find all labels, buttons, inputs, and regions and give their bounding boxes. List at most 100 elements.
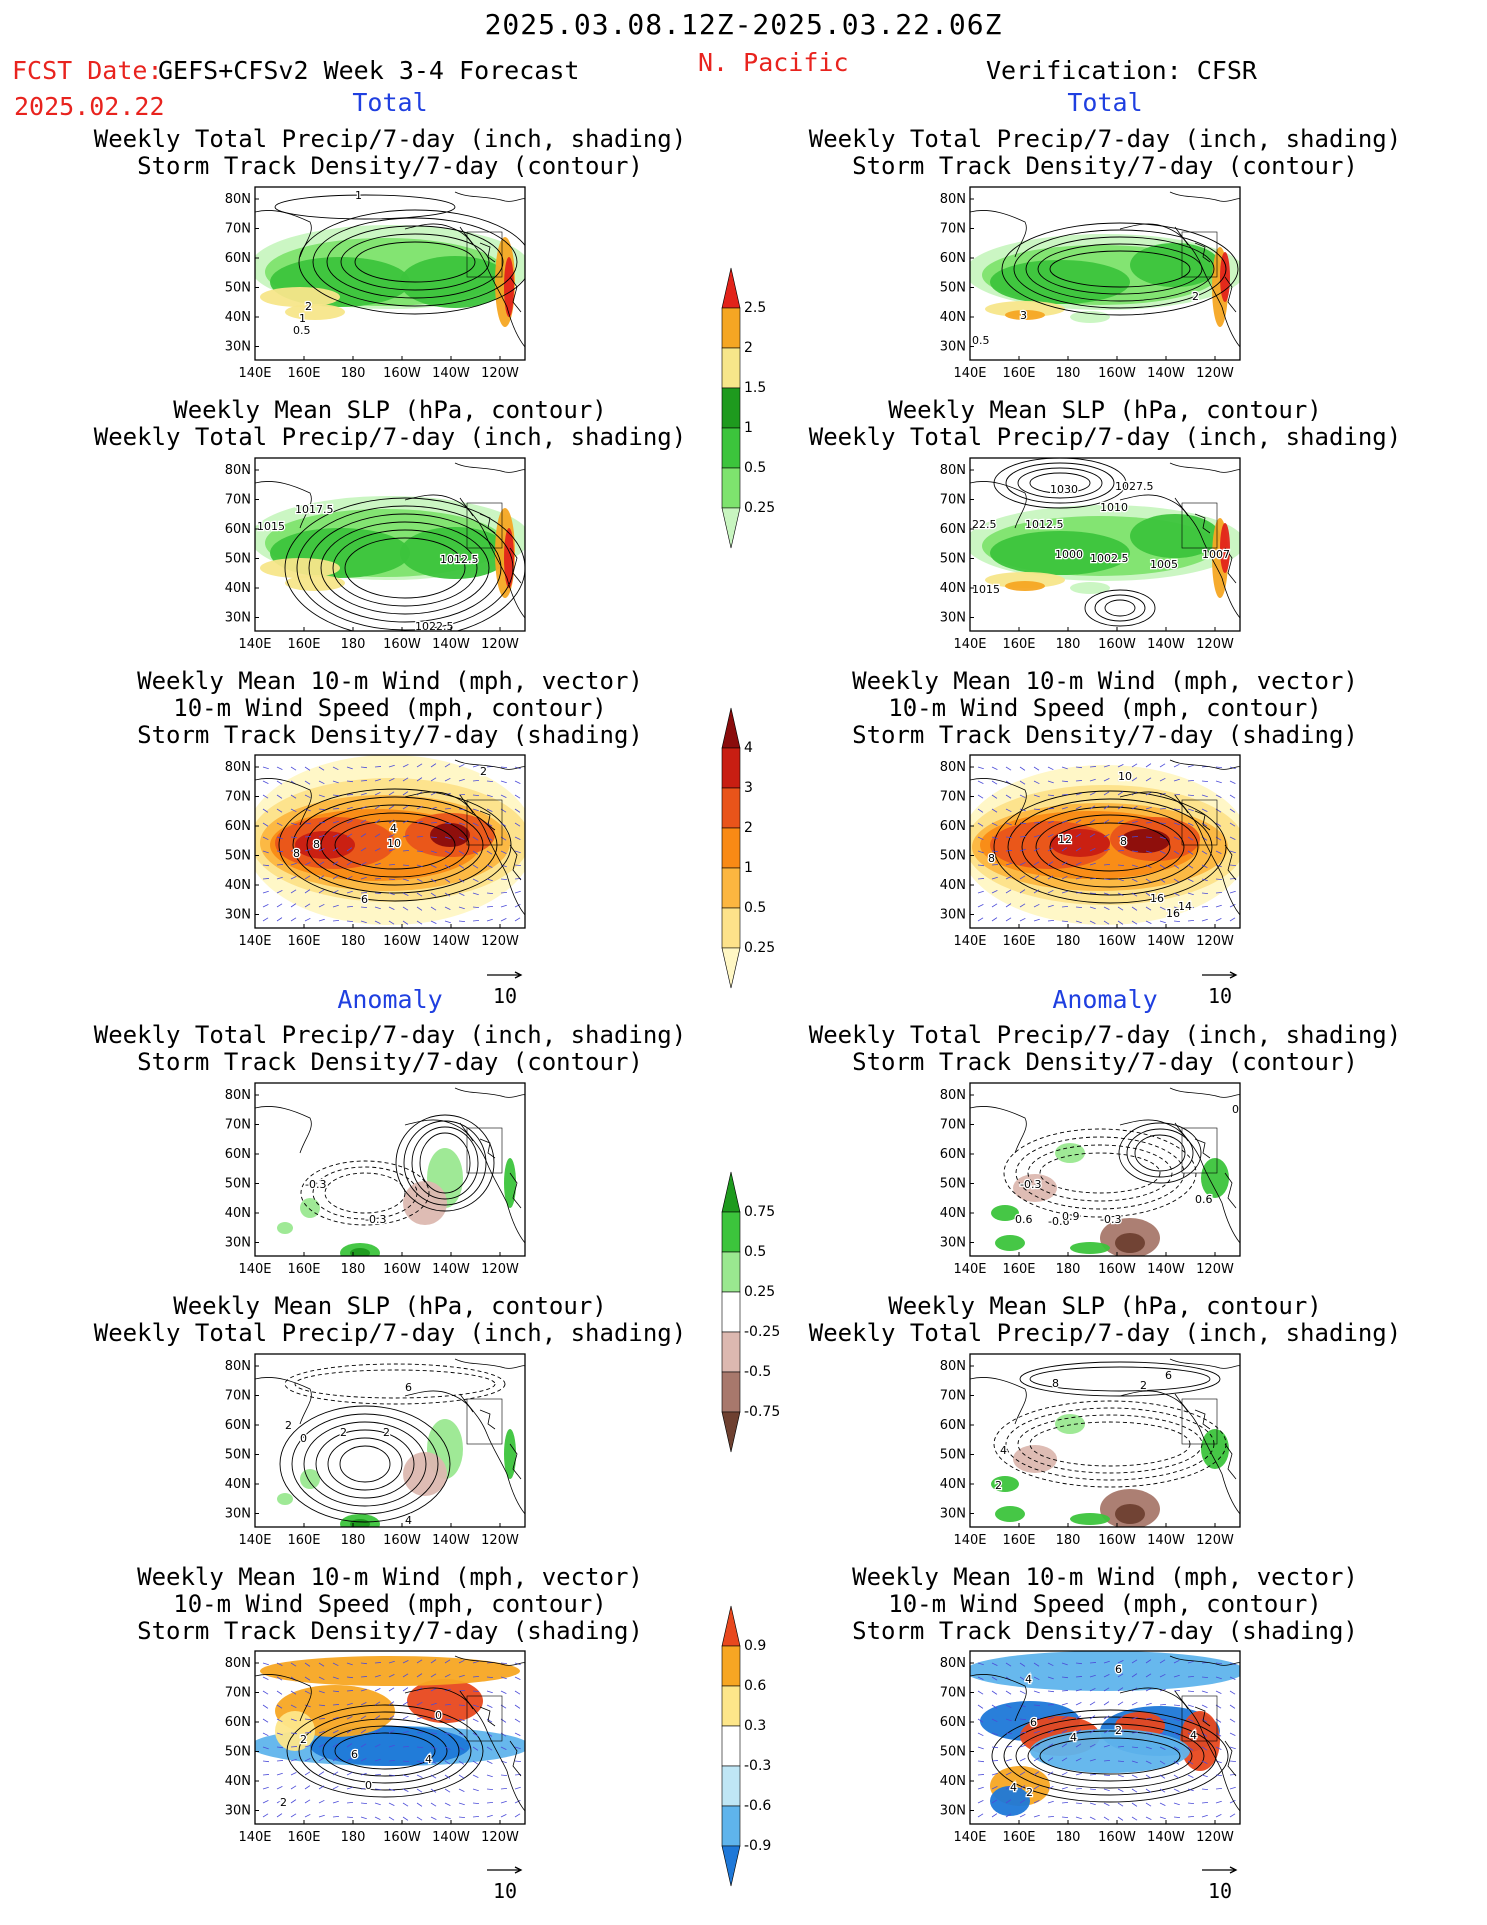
lat-tick-label: 30N [225, 908, 251, 923]
map-fcst-slp-anom: 6 2 0 2 2 4 80N 70N 60N 50N 40N 30N 140E 160E 180 160W 1… [225, 1353, 526, 1548]
title-fcst-slp-total: Weekly Mean SLP (hPa, contour) Weekly To… [40, 397, 740, 451]
lon-tick-label: 140W [1147, 934, 1185, 949]
lon-tick-label: 160W [1098, 366, 1136, 381]
colorbar-segment [721, 1171, 741, 1213]
lon-tick-label: 160W [1098, 1533, 1136, 1548]
lat-tick-label: 30N [940, 1236, 966, 1251]
colorbar-tick-label: 0.9 [744, 1638, 766, 1654]
lat-tick-label: 40N [225, 1477, 251, 1492]
lon-tick-label: 160E [1002, 1533, 1035, 1548]
contour-label: 8 [1052, 1377, 1059, 1390]
contour-label: 2 [305, 300, 312, 313]
colorbar-tick-label: 1 [744, 420, 753, 436]
contour-label: 1002.5 [1090, 552, 1129, 565]
colorbar-svg: 0.9 0.6 0.3 -0.3 -0.6 -0.9 [721, 1605, 771, 1887]
lat-tick-label: 80N [940, 1656, 966, 1671]
colorbar-tick-label: 3 [744, 780, 753, 796]
contour-label: 6 [351, 1748, 358, 1761]
fcst-date-value: 2025.02.22 [14, 92, 165, 121]
lat-tick-label: 50N [225, 1448, 251, 1463]
colorbar-tick-label: -0.5 [744, 1364, 771, 1380]
contour-label: 10 [387, 837, 401, 850]
lat-tick-label: 50N [225, 552, 251, 567]
vector-reference-fcst-total: 10 [480, 960, 530, 1008]
contour-label: -0.3 [365, 1213, 386, 1226]
title-line-2: Storm Track Density/7-day (contour) [137, 1048, 643, 1076]
lon-tick-label: 140W [432, 366, 470, 381]
lon-tick-label: 180 [1056, 934, 1081, 949]
arrow-right-icon [487, 1866, 523, 1874]
lon-tick-label: 160W [383, 934, 421, 949]
colorbar-storm-anom: 0.9 0.6 0.3 -0.3 -0.6 -0.9 [721, 1605, 802, 1896]
lon-tick-label: 180 [1056, 637, 1081, 652]
title-line-1: Weekly Total Precip/7-day (inch, shading… [808, 125, 1402, 153]
colorbar-tick-label: 0.5 [744, 1244, 766, 1260]
map-svg: -0.3 -0.3 80N 70N 60N 50N 40N 30N 140E 160E 180 160… [225, 1082, 526, 1277]
lat-tick-label: 70N [940, 1389, 966, 1404]
section-anomaly-left: Anomaly [337, 985, 443, 1014]
lon-tick-label: 160W [1098, 1262, 1136, 1277]
lon-tick-label: 180 [341, 934, 366, 949]
lon-tick-label: 120W [1196, 934, 1234, 949]
lon-tick-label: 120W [481, 934, 519, 949]
colorbar-segment [721, 1645, 741, 1687]
lat-tick-label: 40N [225, 310, 251, 325]
lat-tick-label: 70N [940, 1686, 966, 1701]
lat-tick-label: 80N [940, 463, 966, 478]
contour-label: 0.5 [293, 324, 311, 337]
arrow-right-icon [487, 971, 523, 979]
fcst-date-label: FCST Date: [12, 56, 163, 85]
title-fcst-precip-anom: Weekly Total Precip/7-day (inch, shading… [40, 1022, 740, 1076]
lon-tick-label: 180 [1056, 1262, 1081, 1277]
title-line-2: Storm Track Density/7-day (contour) [852, 152, 1358, 180]
lon-tick-label: 160W [383, 1830, 421, 1845]
title-line-3: Storm Track Density/7-day (shading) [137, 721, 643, 749]
lon-tick-label: 160E [1002, 1262, 1035, 1277]
contour-label: 1010 [1100, 501, 1128, 514]
map-svg: 0 -0.3 0.6 -0.60.9 -0.3 0.6 80N 70N 60N 50N 40N 30N… [940, 1082, 1241, 1277]
title-line-2: Weekly Total Precip/7-day (inch, shading… [93, 423, 687, 451]
contour-label: 8 [313, 838, 320, 851]
colorbar-precip-total: 0.25 0.5 1 1.5 2 2.5 [721, 267, 802, 558]
lat-tick-label: 80N [940, 1359, 966, 1374]
colorbar-segment [721, 947, 741, 989]
section-total-right: Total [1067, 88, 1143, 117]
lat-tick-label: 30N [225, 611, 251, 626]
lon-tick-label: 140W [1147, 1533, 1185, 1548]
lat-tick-label: 30N [940, 1804, 966, 1819]
colorbar-tick-label: -0.6 [744, 1798, 771, 1814]
contour-label: 16 [1166, 907, 1180, 920]
contour-label: 4 [1010, 1781, 1017, 1794]
title-line-1: Weekly Mean SLP (hPa, contour) [888, 396, 1322, 424]
title-line-2: 10-m Wind Speed (mph, contour) [888, 694, 1322, 722]
contour-label: 1027.5 [1115, 480, 1154, 493]
lat-tick-label: 30N [940, 340, 966, 355]
arrow-right-icon [1202, 971, 1238, 979]
lon-tick-label: 120W [481, 637, 519, 652]
lat-tick-label: 60N [940, 251, 966, 266]
lon-tick-label: 180 [341, 1533, 366, 1548]
lon-tick-label: 160E [1002, 934, 1035, 949]
lat-tick-label: 40N [940, 878, 966, 893]
colorbar-segment [721, 1845, 741, 1887]
lat-tick-label: 50N [940, 1745, 966, 1760]
lat-tick-label: 50N [225, 281, 251, 296]
colorbar-tick-label: -0.3 [744, 1758, 771, 1774]
map-cfsr-slp-anom: 8 6 2 4 2 80N 70N 60N 50N 40N 30N 140E 160E 180 160W 14… [940, 1353, 1241, 1548]
contour-label: 2 [480, 765, 487, 778]
colorbar-svg: 0.75 0.5 0.25 -0.25 -0.5 -0.75 [721, 1171, 780, 1453]
colorbar-segment [721, 787, 741, 829]
title-line-2: Storm Track Density/7-day (contour) [137, 152, 643, 180]
lat-tick-label: 70N [225, 222, 251, 237]
colorbar-svg: 0.25 0.5 1 2 3 4 [721, 707, 775, 989]
lon-tick-label: 140E [238, 934, 271, 949]
contour-label: 6 [361, 893, 368, 906]
contour-label: 4 [1190, 1729, 1197, 1742]
colorbar-tick-label: 4 [744, 740, 753, 756]
colorbar-segment [721, 1251, 741, 1293]
lat-tick-label: 80N [225, 1656, 251, 1671]
contour-label: 8 [293, 847, 300, 860]
lat-tick-label: 70N [225, 1118, 251, 1133]
title-fcst-slp-anom: Weekly Mean SLP (hPa, contour) Weekly To… [40, 1293, 740, 1347]
lon-tick-label: 120W [1196, 637, 1234, 652]
